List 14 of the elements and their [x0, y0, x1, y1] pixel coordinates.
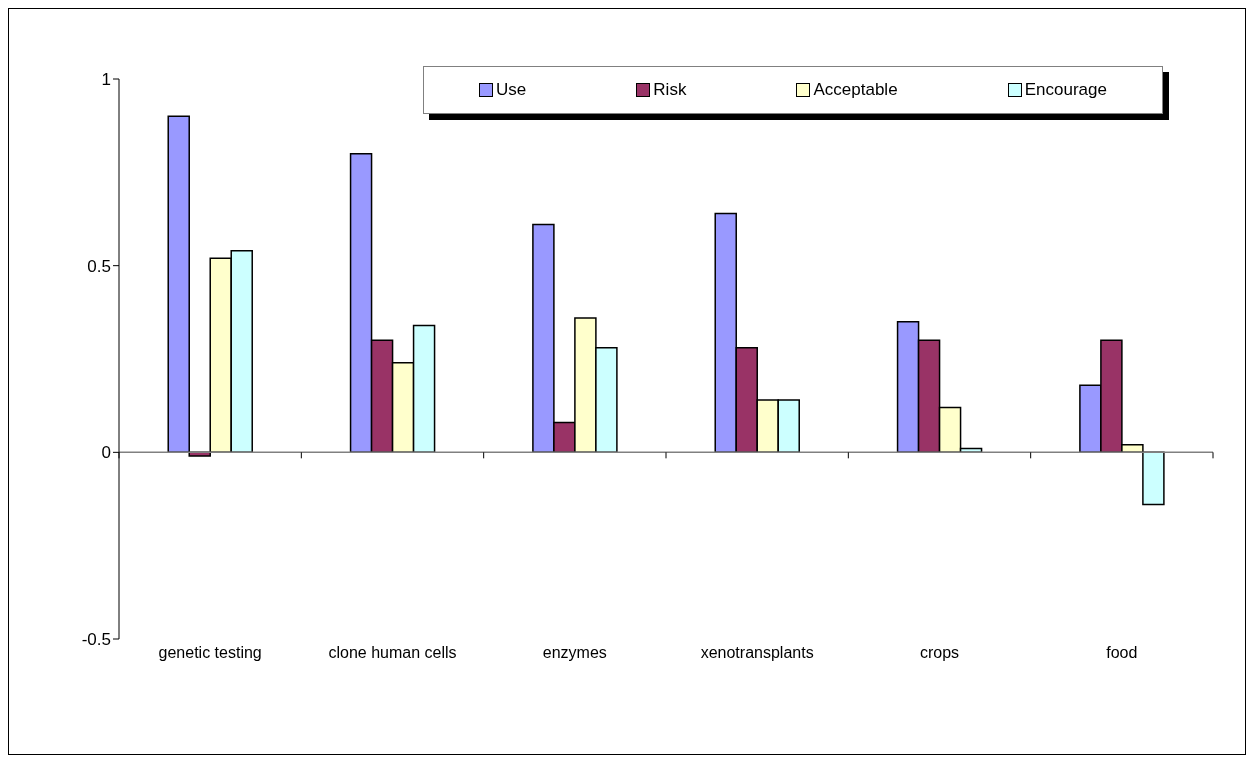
legend-label: Risk	[652, 80, 687, 100]
legend-label: Encourage	[1023, 80, 1107, 100]
y-tick-label: 0.5	[87, 256, 111, 276]
y-tick-label: 1	[101, 70, 111, 90]
x-tick-label: food	[1106, 644, 1138, 662]
legend-label: Use	[495, 80, 527, 100]
legend-label: Acceptable	[812, 80, 898, 100]
x-tick-label: clone human cells	[328, 644, 457, 662]
y-tick-label: 0	[101, 443, 111, 463]
x-tick-label: genetic testing	[158, 644, 262, 662]
x-tick-label: enzymes	[542, 644, 607, 662]
x-tick-label: xenotransplants	[700, 644, 814, 662]
x-tick-label: crops	[919, 644, 960, 662]
y-tick-label: -0.5	[81, 630, 111, 650]
